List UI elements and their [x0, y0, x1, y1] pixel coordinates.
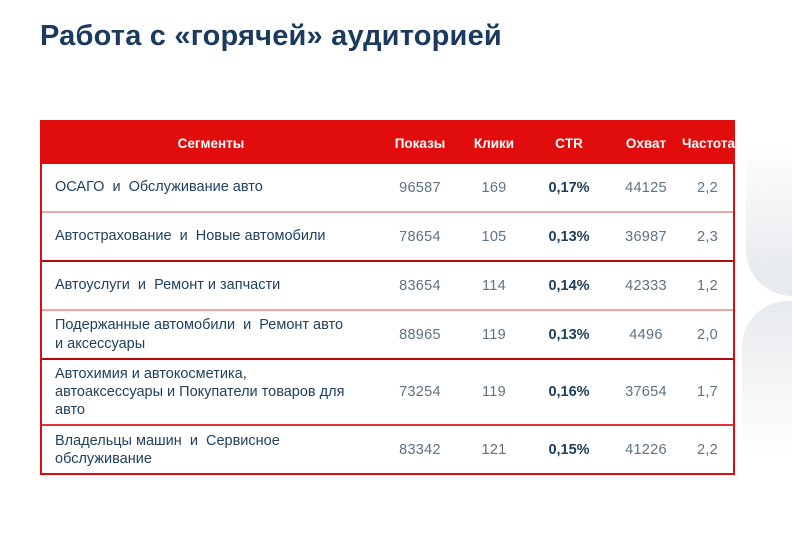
table-row: Владельцы машин и Сервисное обслуживание…: [42, 426, 733, 474]
cell-impressions: 73254: [399, 384, 441, 401]
cell-ctr: 0,13%: [548, 326, 590, 343]
cell-clicks: 169: [481, 179, 507, 196]
cell-reach: 37654: [625, 384, 667, 401]
cell-clicks: 119: [481, 384, 507, 401]
table-row: Подержанные автомобили и Ремонт авто и а…: [42, 311, 733, 360]
cell-frequency: 2,2: [696, 441, 719, 458]
cell-reach: 44125: [625, 179, 667, 196]
cell-ctr: 0,14%: [548, 277, 590, 294]
table-row: Автоуслуги и Ремонт и запчасти 83654 114…: [42, 262, 733, 311]
cell-reach: 36987: [625, 228, 667, 245]
table-row: Автострахование и Новые автомобили 78654…: [42, 213, 733, 262]
cell-clicks: 114: [481, 277, 507, 294]
audience-segments-table: Сегменты Показы Клики CTR Охват Частота …: [40, 120, 735, 476]
cell-reach: 4496: [629, 326, 663, 343]
cell-clicks: 105: [481, 228, 507, 245]
cell-impressions: 78654: [399, 228, 441, 245]
cell-segment: Владельцы машин и Сервисное обслуживание: [55, 432, 284, 467]
column-header-ctr: CTR: [555, 135, 583, 151]
table-header-row: Сегменты Показы Клики CTR Охват Частота: [42, 122, 735, 164]
cell-frequency: 2,0: [696, 326, 719, 343]
column-header-clicks: Клики: [473, 135, 515, 151]
cell-frequency: 2,3: [696, 228, 719, 245]
decorative-shape-bottom: [742, 301, 792, 466]
cell-ctr: 0,16%: [548, 384, 590, 401]
cell-clicks: 119: [481, 326, 507, 343]
column-header-frequency: Частота: [682, 135, 735, 151]
cell-segment: Автострахование и Новые автомобили: [55, 228, 326, 245]
decorative-shape-top: [746, 148, 792, 296]
column-header-segments: Сегменты: [177, 135, 245, 151]
cell-segment: Автохимия и автокосметика, автоаксессуар…: [55, 366, 349, 419]
cell-reach: 42333: [625, 277, 667, 294]
table-row: Автохимия и автокосметика, автоаксессуар…: [42, 360, 733, 427]
cell-segment: Автоуслуги и Ремонт и запчасти: [55, 277, 281, 294]
cell-ctr: 0,17%: [548, 179, 590, 196]
cell-impressions: 88965: [399, 326, 441, 343]
cell-clicks: 121: [481, 441, 507, 458]
cell-frequency: 1,2: [696, 277, 719, 294]
column-header-impressions: Показы: [394, 135, 446, 151]
cell-impressions: 96587: [399, 179, 441, 196]
cell-ctr: 0,13%: [548, 228, 590, 245]
cell-segment: Подержанные автомобили и Ремонт авто и а…: [55, 317, 348, 352]
cell-reach: 41226: [625, 441, 667, 458]
slide-title: Работа с «горячей» аудиторией: [40, 20, 502, 52]
table-row: ОСАГО и Обслуживание авто 96587 169 0,17…: [42, 164, 733, 213]
cell-segment: ОСАГО и Обслуживание авто: [55, 179, 263, 196]
cell-frequency: 2,2: [696, 179, 719, 196]
cell-impressions: 83654: [399, 277, 441, 294]
cell-impressions: 83342: [399, 441, 441, 458]
column-header-reach: Охват: [625, 135, 667, 151]
cell-ctr: 0,15%: [548, 441, 590, 458]
cell-frequency: 1,7: [696, 384, 719, 401]
